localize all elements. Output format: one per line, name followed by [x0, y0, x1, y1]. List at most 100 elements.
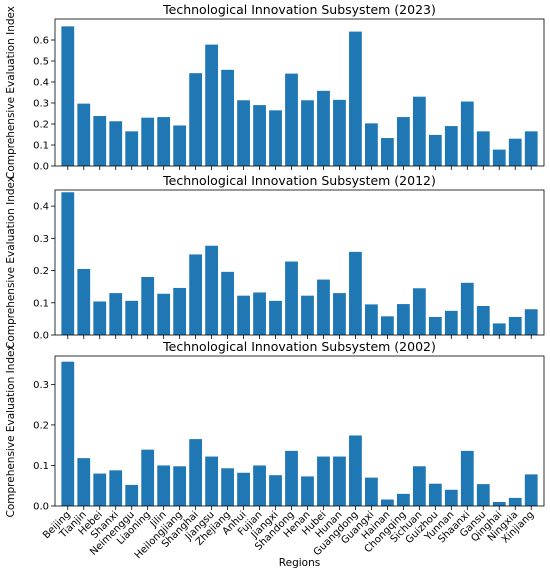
bar-beijing [61, 361, 75, 506]
bar-hunan [333, 456, 346, 506]
bar-anhui [237, 472, 250, 506]
axes-frame [54, 355, 545, 507]
bar-jiangxi [269, 110, 282, 166]
bar-jiangxi [269, 300, 282, 335]
bar-hubei [317, 90, 330, 166]
bar-sichuan [412, 96, 426, 166]
bar-shanghai [189, 73, 203, 166]
bar-hubei [317, 279, 330, 335]
bar-yunnan [444, 489, 458, 506]
bar-guangdong [349, 31, 362, 166]
axes-frame [54, 189, 545, 336]
bar-hebei [93, 473, 107, 506]
y-tick-label: 0.6 [33, 36, 49, 47]
bar-shaanxi [460, 282, 474, 335]
bar-yunnan [444, 126, 458, 166]
bar-qinghai [492, 501, 506, 506]
bar-ningxia [508, 497, 522, 506]
y-tick-label: 0.3 [33, 234, 49, 245]
bar-shandong [285, 450, 298, 506]
bar-sichuan [412, 288, 426, 335]
bar-xinjiang [524, 131, 538, 166]
subplot-1: Technological Innovation Subsystem (2023… [5, 2, 545, 179]
bar-fujian [253, 465, 266, 506]
bar-fujian [253, 292, 266, 335]
bar-liaoning [141, 277, 155, 335]
bar-shanxi [109, 121, 123, 166]
y-tick-label: 0.4 [33, 78, 49, 89]
bar-shanxi [109, 293, 123, 335]
y-axis-label: Comprehensive Evaluation Index [5, 344, 17, 517]
bar-zhejiang [221, 271, 234, 335]
bar-jilin [157, 465, 171, 506]
bar-gansu [476, 484, 490, 506]
bar-beijing [61, 26, 75, 166]
bar-fujian [253, 105, 266, 166]
y-axis-label: Comprehensive Evaluation Index [5, 6, 17, 179]
y-axis-label: Comprehensive Evaluation Index [5, 176, 17, 349]
axes-frame [54, 18, 545, 167]
bar-jiangsu [205, 245, 218, 335]
bar-beijing [61, 192, 75, 335]
bar-jiangxi [269, 475, 282, 506]
bar-tianjin [77, 268, 91, 335]
bar-shaanxi [460, 101, 474, 166]
bar-shaanxi [460, 450, 474, 506]
bar-tianjin [77, 103, 91, 166]
y-tick-label: 0.1 [33, 461, 49, 472]
bar-guizhou [428, 134, 442, 166]
bar-hainan [381, 499, 394, 506]
bar-gansu [476, 131, 490, 166]
bar-neimenggu [125, 484, 139, 506]
bar-shandong [285, 73, 298, 166]
bar-guangxi [365, 477, 378, 506]
bar-jiangsu [205, 456, 218, 506]
bar-zhejiang [221, 69, 234, 166]
bar-yunnan [444, 310, 458, 335]
bar-chongqing [396, 304, 410, 335]
bar-neimenggu [125, 131, 139, 166]
bar-chongqing [396, 117, 410, 166]
bar-hainan [381, 138, 394, 166]
y-tick-label: 0.0 [33, 162, 49, 173]
y-tick-label: 0.2 [33, 266, 49, 277]
subplot-2: Technological Innovation Subsystem (2012… [5, 173, 545, 349]
y-tick-label: 0.5 [33, 57, 49, 68]
bar-heilongjiang [173, 287, 187, 335]
bar-chongqing [396, 493, 410, 506]
bar-anhui [237, 295, 250, 335]
bar-shanghai [189, 254, 203, 335]
bar-guizhou [428, 483, 442, 506]
bar-gansu [476, 306, 490, 335]
bar-qinghai [492, 323, 506, 335]
x-axis-label: Regions [279, 557, 320, 569]
subplot-title: Technological Innovation Subsystem (2023… [162, 2, 436, 17]
bar-anhui [237, 100, 250, 166]
y-tick-label: 0.0 [33, 502, 49, 513]
y-tick-label: 0.0 [33, 331, 49, 342]
bar-neimenggu [125, 300, 139, 335]
bar-henan [301, 476, 314, 506]
bar-guizhou [428, 316, 442, 335]
bar-shanghai [189, 439, 203, 506]
bar-tianjin [77, 458, 91, 506]
bar-sichuan [412, 466, 426, 506]
bar-ningxia [508, 316, 522, 335]
bar-henan [301, 295, 314, 335]
bar-hebei [93, 301, 107, 335]
y-tick-label: 0.1 [33, 298, 49, 309]
bar-heilongjiang [173, 466, 187, 506]
bar-guangxi [365, 123, 378, 166]
y-tick-label: 0.3 [33, 99, 49, 110]
bar-liaoning [141, 449, 155, 506]
subplot-title: Technological Innovation Subsystem (2012… [162, 173, 436, 188]
bar-henan [301, 100, 314, 166]
bar-xinjiang [524, 309, 538, 335]
subplot-title: Technological Innovation Subsystem (2002… [162, 339, 436, 354]
bar-hainan [381, 316, 394, 335]
bar-hebei [93, 116, 107, 166]
y-tick-label: 0.1 [33, 141, 49, 152]
y-tick-label: 0.2 [33, 120, 49, 131]
